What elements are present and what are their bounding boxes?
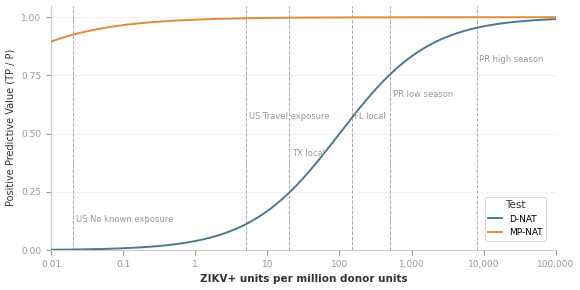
MP-NAT [488, 15, 495, 19]
MP-NAT [105, 26, 112, 29]
MP-NAT [241, 17, 248, 20]
D-NAT [105, 247, 112, 251]
MP-NAT [48, 40, 55, 43]
D-NAT [488, 23, 495, 27]
D-NAT [263, 210, 270, 213]
Text: US No known exposure: US No known exposure [75, 215, 173, 224]
MP-NAT [552, 15, 559, 19]
Text: US Travel exposure: US Travel exposure [249, 112, 329, 121]
MP-NAT [135, 22, 142, 25]
X-axis label: ZIKV+ units per million donor units: ZIKV+ units per million donor units [200, 274, 407, 284]
MP-NAT [542, 15, 549, 19]
D-NAT [135, 246, 142, 249]
Y-axis label: Positive Predictive Value (TP / P): Positive Predictive Value (TP / P) [6, 49, 16, 206]
MP-NAT [263, 16, 270, 20]
D-NAT [542, 18, 549, 21]
D-NAT [552, 17, 559, 21]
Line: MP-NAT: MP-NAT [51, 17, 556, 41]
Text: TX local: TX local [292, 149, 325, 158]
Text: FL local: FL local [354, 112, 386, 121]
D-NAT [48, 248, 55, 251]
D-NAT [241, 223, 248, 226]
Line: D-NAT: D-NAT [51, 19, 556, 250]
Text: PR low season: PR low season [393, 90, 453, 99]
Text: PR high season: PR high season [478, 55, 543, 64]
Legend: D-NAT, MP-NAT: D-NAT, MP-NAT [485, 197, 546, 241]
